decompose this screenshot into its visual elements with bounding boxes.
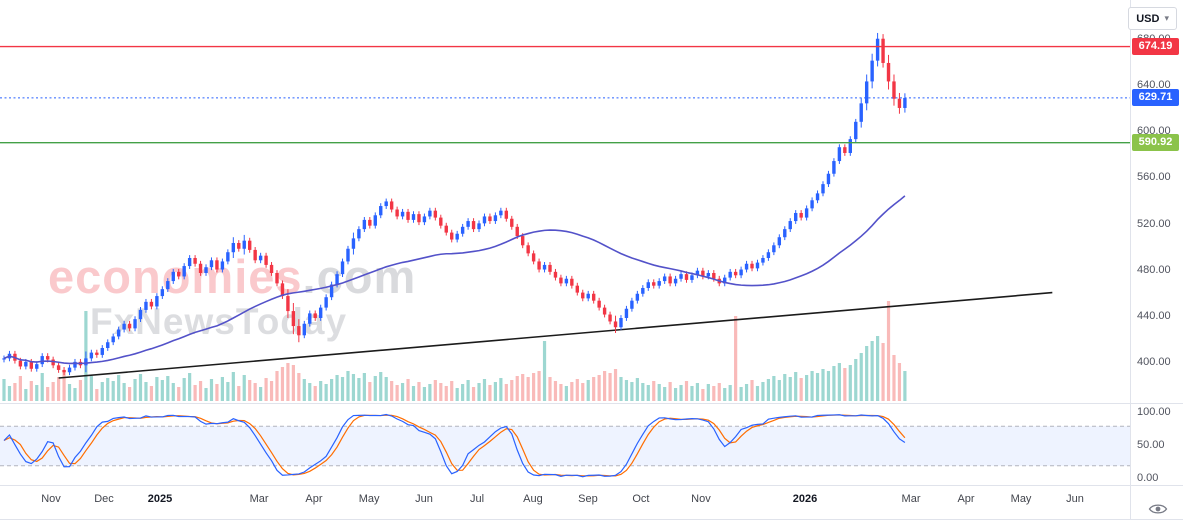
price-tick-label: 50.00 (1137, 439, 1165, 451)
price-tick-label: 520.00 (1137, 217, 1171, 230)
eye-icon[interactable] (1148, 502, 1168, 516)
time-axis-label: Jun (1066, 493, 1084, 505)
time-axis-label: 2025 (147, 493, 173, 505)
time-axis-label: Nov (691, 493, 711, 505)
time-axis-label: Dec (94, 493, 114, 505)
chevron-down-icon: ▾ (1164, 13, 1169, 23)
time-axis-label: Jul (469, 493, 485, 505)
currency-label: USD (1136, 12, 1160, 25)
time-axis-label: Sep (578, 493, 598, 505)
price-tick-label: 480.00 (1137, 263, 1171, 276)
price-level-badge: 629.71 (1132, 89, 1179, 107)
time-axis-label: Aug (523, 493, 543, 505)
time-axis-label: Oct (632, 493, 650, 505)
price-tick-label: 0.00 (1137, 472, 1159, 484)
price-tick-label: 640.00 (1137, 79, 1171, 92)
time-axis-label: May (358, 493, 380, 505)
time-axis[interactable]: Nov Dec 2025 Mar Apr May Jun Jul Aug Sep Oct Nov 202… (0, 486, 1130, 519)
price-tick-label: 440.00 (1137, 309, 1171, 322)
time-axis-label: 2026 (792, 493, 818, 505)
price-scale[interactable]: 680.00640.00600.00560.00520.00480.00440.… (1130, 0, 1183, 519)
price-tick-label: 400.00 (1137, 356, 1171, 368)
time-axis-label: May (1010, 493, 1032, 505)
price-tick-label: 560.00 (1137, 171, 1171, 184)
time-axis-label: Jun (415, 493, 433, 505)
time-axis-label: Mar (901, 493, 921, 505)
price-level-badge: 590.92 (1132, 134, 1179, 152)
time-axis-label: Nov (41, 493, 61, 505)
price-tick-label: 100.00 (1137, 406, 1171, 418)
time-axis-label: Apr (305, 493, 323, 505)
time-axis-label: Mar (249, 493, 269, 505)
currency-selector[interactable]: USD ▾ (1128, 7, 1177, 30)
price-level-badge: 674.19 (1132, 38, 1179, 56)
time-axis-label: Apr (957, 493, 975, 505)
